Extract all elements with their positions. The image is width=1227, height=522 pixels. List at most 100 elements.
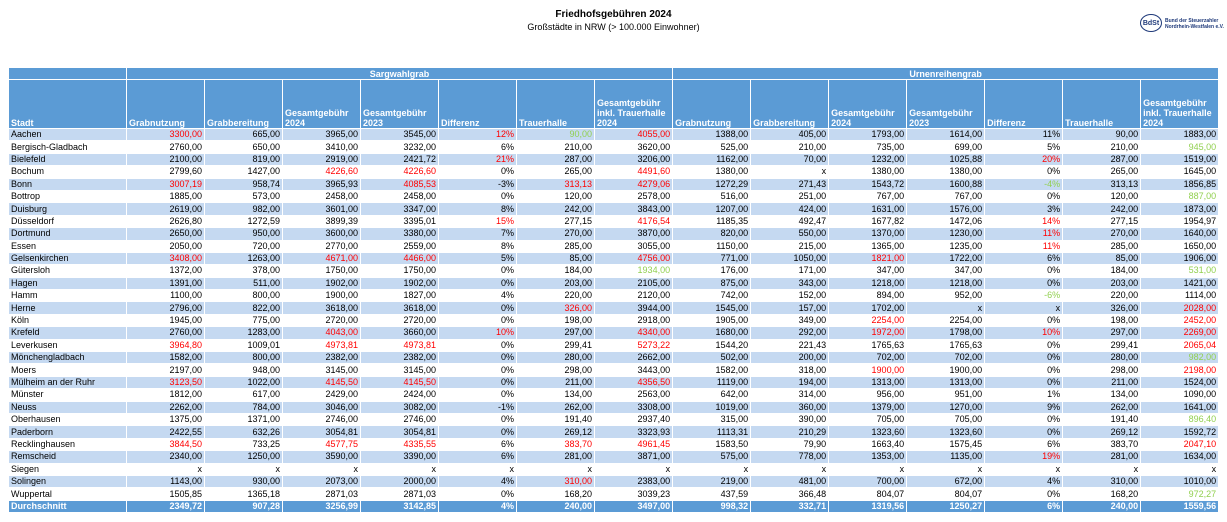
value-cell: 702,00 (828, 351, 908, 365)
table-row: Aachen 3300,00 665,00 3965,00 3545,00 12% 90,0… (8, 127, 1220, 142)
value-cell: 4335,55 (360, 437, 439, 452)
value-cell: 343,00 (750, 276, 830, 291)
value-cell: 1380,00 (828, 165, 908, 179)
value-cell: 2452,00 (1140, 313, 1220, 328)
table-row: Düsseldorf 2626,80 1272,59 3899,39 3395,01 15… (8, 214, 1220, 229)
value-cell: 1323,60 (906, 425, 986, 439)
value-cell: 1954,97 (1140, 214, 1220, 229)
value-cell: 642,00 (672, 388, 752, 402)
value-cell: 281,00 (516, 450, 595, 464)
table-row: Münster 1812,00 617,00 2429,00 2424,00 0% 134,… (8, 388, 1220, 402)
table-row: Gütersloh 1372,00 378,00 1750,00 1750,00 0% 18… (8, 264, 1220, 278)
city-cell: Oberhausen (8, 412, 127, 427)
value-cell: 332,71 (750, 499, 830, 514)
value-cell: 1883,00 (1140, 127, 1220, 142)
value-cell: 4973,81 (360, 338, 439, 353)
value-cell: 3871,00 (593, 450, 674, 464)
value-cell: 2340,00 (126, 450, 205, 464)
value-cell: 550,00 (750, 227, 830, 241)
value-cell: 1900,00 (282, 289, 361, 303)
value-cell: 219,00 (672, 474, 752, 489)
value-cell: 168,20 (1062, 487, 1142, 501)
value-cell: 2919,00 (282, 152, 361, 167)
value-cell: 6% (438, 450, 517, 464)
value-cell: 242,00 (1062, 202, 1142, 216)
value-cell: 3620,00 (593, 140, 674, 154)
value-cell: 347,00 (906, 264, 986, 278)
value-cell: 0% (984, 313, 1064, 328)
value-cell: 211,00 (516, 375, 595, 390)
value-cell: 3408,00 (126, 251, 205, 266)
value-cell: 0% (984, 375, 1064, 390)
value-cell: 4085,53 (360, 177, 439, 191)
value-cell: 1873,00 (1140, 202, 1220, 216)
value-cell: 2424,00 (360, 388, 439, 402)
value-cell: 8% (438, 202, 517, 216)
value-cell: 310,00 (516, 474, 595, 489)
value-cell: 1902,00 (360, 276, 439, 291)
value-cell: 2937,40 (593, 412, 674, 427)
value-cell: 383,70 (516, 437, 595, 452)
value-cell: 326,00 (516, 301, 595, 315)
value-cell: 0% (438, 388, 517, 402)
column-header: Trauerhalle (1062, 79, 1142, 129)
value-cell: 297,00 (1062, 326, 1142, 340)
value-cell: 90,00 (1062, 127, 1142, 142)
value-cell: 1634,00 (1140, 450, 1220, 464)
value-cell: 2073,00 (282, 474, 361, 489)
value-cell: 2799,60 (126, 165, 205, 179)
value-cell: 4340,00 (593, 326, 674, 340)
value-cell: 804,07 (828, 487, 908, 501)
value-cell: 10% (438, 326, 517, 340)
value-cell: 531,00 (1140, 264, 1220, 278)
value-cell: 326,00 (1062, 301, 1142, 315)
value-cell: 1750,00 (282, 264, 361, 278)
city-cell: Bochum (8, 165, 127, 179)
value-cell: 3964,80 (126, 338, 205, 353)
value-cell: 1545,00 (672, 301, 752, 315)
value-cell: 1600,88 (906, 177, 986, 191)
value-cell: 3844,50 (126, 437, 205, 452)
value-cell: 203,00 (516, 276, 595, 291)
column-header: Gesamtgebühr 2023 (906, 79, 986, 129)
city-cell: Hagen (8, 276, 127, 291)
table-row: Recklinghausen 3844,50 733,25 4577,75 4335,5… (8, 437, 1220, 452)
value-cell: 705,00 (828, 412, 908, 427)
value-cell: x (672, 462, 752, 476)
value-cell: 184,00 (516, 264, 595, 278)
value-cell: 2626,80 (126, 214, 205, 229)
value-cell: 299,41 (1062, 338, 1142, 353)
value-cell: 3870,00 (593, 227, 674, 241)
value-cell: 3390,00 (360, 450, 439, 464)
value-cell: 1902,00 (282, 276, 361, 291)
value-cell: 4055,00 (593, 127, 674, 142)
value-cell: 349,00 (750, 313, 830, 328)
value-cell: 0% (438, 301, 517, 315)
value-cell: 1365,18 (204, 487, 283, 501)
value-cell: 573,00 (204, 189, 283, 204)
value-cell: 3965,93 (282, 177, 361, 191)
value-cell: 0% (984, 425, 1064, 439)
value-cell: 4145,50 (360, 375, 439, 390)
value-cell: 5% (438, 251, 517, 266)
value-cell: 952,00 (906, 289, 986, 303)
value-cell: 1150,00 (672, 239, 752, 253)
value-cell: 3232,00 (360, 140, 439, 154)
value-cell: 2422,55 (126, 425, 205, 439)
value-cell: 198,00 (1062, 313, 1142, 328)
table-row: Neuss 2262,00 784,00 3046,00 3082,00 -1% 262,0… (8, 400, 1220, 415)
column-header: Gesamtgebühr 2024 (282, 79, 361, 129)
value-cell: 0% (438, 412, 517, 427)
value-cell: 1235,00 (906, 239, 986, 253)
value-cell: 277,15 (1062, 214, 1142, 229)
value-cell: 1640,00 (1140, 227, 1220, 241)
value-cell: 3395,01 (360, 214, 439, 229)
value-cell: 2746,00 (360, 412, 439, 427)
value-cell: 262,00 (516, 400, 595, 415)
value-cell: 390,00 (750, 412, 830, 427)
value-cell: 437,59 (672, 487, 752, 501)
value-cell: x (828, 462, 908, 476)
table-row: Mönchengladbach 1582,00 800,00 2382,00 2382,… (8, 351, 1220, 365)
value-cell: 191,40 (516, 412, 595, 427)
value-cell: 262,00 (1062, 400, 1142, 415)
